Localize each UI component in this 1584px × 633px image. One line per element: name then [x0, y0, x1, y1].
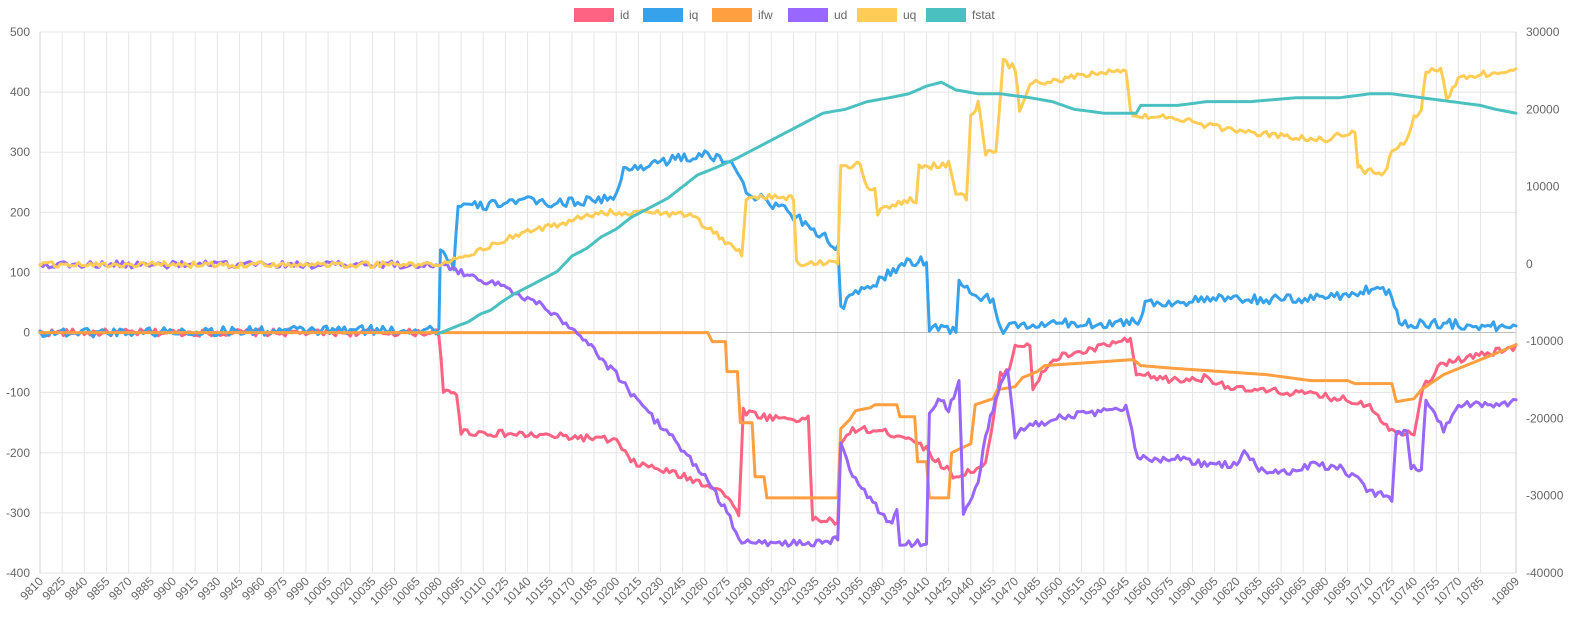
y-right-tick-label: -30000	[1526, 489, 1564, 503]
y-right-tick-label: -20000	[1526, 411, 1564, 425]
series-line-ifw	[38, 331, 1518, 500]
legend-label: fstat	[972, 8, 995, 22]
x-tick-label: 10809	[1489, 574, 1523, 608]
y-left-tick-label: -200	[6, 446, 30, 460]
legend-swatch	[712, 8, 752, 22]
y-right-tick-label: 20000	[1526, 102, 1560, 116]
legend-label: ud	[834, 8, 847, 22]
x-tick-label: 9885	[128, 574, 157, 603]
x-tick-label: 9915	[172, 574, 201, 603]
x-tick-label: 9840	[62, 574, 91, 603]
x-tick-label: 9960	[239, 574, 268, 603]
series-line-uq	[38, 57, 1518, 270]
series-line-iq	[38, 149, 1518, 339]
y-right-tick-label: 30000	[1526, 25, 1560, 39]
x-tick-label: 9975	[261, 574, 290, 603]
legend-item-id[interactable]: id	[574, 8, 629, 22]
series-line-fstat	[437, 80, 1518, 335]
x-tick-label: 9930	[195, 574, 224, 603]
legend-item-ifw[interactable]: ifw	[712, 8, 773, 22]
grid	[39, 31, 1517, 574]
y-right-tick-label: -10000	[1526, 334, 1564, 348]
y-left-tick-label: -100	[6, 386, 30, 400]
x-tick-label: 9855	[84, 574, 113, 603]
x-tick-label: 9945	[217, 574, 246, 603]
legend-swatch	[926, 8, 966, 22]
y-right-tick-label: 0	[1526, 257, 1533, 271]
legend-item-iq[interactable]: iq	[643, 8, 698, 22]
y-left-tick-label: 200	[10, 205, 30, 219]
x-axis: 9810982598409855987098859900991599309945…	[17, 574, 1522, 608]
y-axis-left: -400 -300 -200 -100 0 100 200 300 400 500	[6, 25, 30, 580]
series-lines	[38, 57, 1518, 548]
y-axis-right: -40000 -30000 -20000 -10000 0 10000 20000 30000	[1526, 25, 1564, 580]
legend-swatch	[643, 8, 683, 22]
y-right-tick-label: -40000	[1526, 566, 1564, 580]
y-left-tick-label: 100	[10, 265, 30, 279]
y-left-tick-label: 400	[10, 85, 30, 99]
x-tick-label: 9870	[106, 574, 135, 603]
legend-swatch	[857, 8, 897, 22]
legend-label: uq	[903, 8, 916, 22]
legend-swatch	[788, 8, 828, 22]
legend-label: iq	[689, 8, 698, 22]
y-left-tick-label: -400	[6, 566, 30, 580]
legend-swatch	[574, 8, 614, 22]
legend-item-fstat[interactable]: fstat	[926, 8, 995, 22]
y-left-tick-label: 0	[23, 326, 30, 340]
y-left-tick-label: 300	[10, 145, 30, 159]
y-left-tick-label: 500	[10, 25, 30, 39]
legend-item-uq[interactable]: uq	[857, 8, 916, 22]
y-right-tick-label: 10000	[1526, 180, 1560, 194]
x-tick-label: 9825	[40, 574, 69, 603]
legend-label: id	[620, 8, 629, 22]
legend[interactable]: id iq ifw ud uq fstat	[574, 8, 995, 22]
legend-item-ud[interactable]: ud	[788, 8, 847, 22]
legend-label: ifw	[758, 8, 773, 22]
y-left-tick-label: -300	[6, 506, 30, 520]
x-tick-label: 9900	[150, 574, 179, 603]
